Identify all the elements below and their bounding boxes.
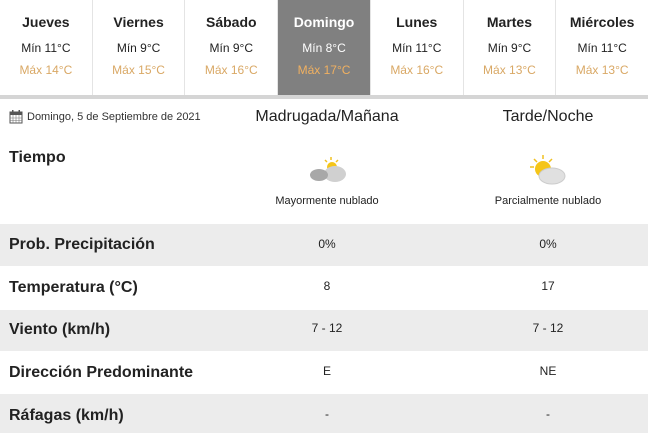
value-afternoon: - — [546, 407, 550, 421]
tab-sabado[interactable]: Sábado Mín 9°C Máx 16°C — [184, 0, 277, 95]
mostly-cloudy-icon — [310, 157, 346, 182]
day-name: Miércoles — [569, 14, 635, 30]
value-afternoon: NE — [539, 364, 557, 378]
tab-viernes[interactable]: Viernes Mín 9°C Máx 15°C — [91, 0, 185, 95]
day-name: Martes — [486, 14, 533, 30]
date-text: Domingo, 5 de Septiembre de 2021 — [27, 111, 201, 123]
day-name: Sábado — [206, 14, 257, 30]
row-temperature: Temperatura (°C) 8 17 — [0, 266, 648, 310]
row-label: Dirección Predominante — [9, 364, 194, 381]
divider — [0, 95, 648, 99]
row-label: Tiempo — [9, 149, 66, 166]
weather-text: Mayormente nublado — [275, 195, 379, 207]
min-temp: Mín 9°C — [116, 41, 161, 55]
min-temp: Mín 9°C — [209, 41, 254, 55]
tab-lunes[interactable]: Lunes Mín 11°C Máx 16°C — [369, 0, 463, 95]
partly-cloudy-icon — [530, 155, 566, 185]
row-label: Prob. Precipitación — [9, 236, 155, 253]
max-temp: Máx 15°C — [112, 63, 165, 77]
row-label: Ráfagas (km/h) — [9, 407, 124, 424]
min-temp: Mín 9°C — [487, 41, 532, 55]
weather-text: Parcialmente nublado — [494, 195, 602, 207]
max-temp: Máx 16°C — [390, 63, 444, 77]
tab-domingo[interactable]: Domingo Mín 8°C Máx 17°C — [277, 0, 370, 95]
max-temp: Máx 16°C — [204, 63, 258, 77]
row-wind: Viento (km/h) 7 - 12 7 - 12 — [0, 310, 648, 351]
max-temp: Máx 13°C — [483, 63, 536, 77]
min-temp: Mín 11°C — [21, 41, 71, 55]
weather-morning: Mayormente nublado — [217, 154, 437, 207]
calendar-icon — [9, 110, 23, 124]
value-morning: - — [325, 407, 329, 421]
weather-afternoon: Parcialmente nublado — [438, 154, 648, 207]
value-afternoon: 0% — [539, 237, 557, 251]
row-tiempo: Tiempo Mayormente nublado Parcialmente n… — [0, 140, 648, 224]
date-label: Domingo, 5 de Septiembre de 2021 — [9, 110, 201, 124]
day-name: Domingo — [293, 14, 355, 30]
column-header-afternoon: Tarde/Noche — [502, 108, 594, 125]
value-afternoon: 7 - 12 — [532, 321, 564, 335]
value-afternoon: 17 — [541, 279, 555, 293]
day-tabs: Jueves Mín 11°C Máx 14°C Viernes Mín 9°C Máx… — [0, 0, 648, 95]
min-temp: Mín 11°C — [577, 41, 627, 55]
tab-martes[interactable]: Martes Mín 9°C Máx 13°C — [462, 0, 556, 95]
max-temp: Máx 13°C — [575, 63, 629, 77]
row-direction: Dirección Predominante E NE — [0, 351, 648, 394]
value-morning: 7 - 12 — [311, 321, 343, 335]
row-gusts: Ráfagas (km/h) - - — [0, 394, 648, 433]
row-label: Viento (km/h) — [9, 321, 111, 338]
min-temp: Mín 11°C — [392, 41, 442, 55]
row-label: Temperatura (°C) — [9, 279, 138, 296]
row-precipitation: Prob. Precipitación 0% 0% — [0, 224, 648, 266]
day-name: Jueves — [22, 14, 70, 30]
tab-miercoles[interactable]: Miércoles Mín 11°C Máx 13°C — [555, 0, 648, 95]
column-header-morning: Madrugada/Mañana — [255, 108, 399, 125]
value-morning: E — [322, 364, 331, 378]
tab-jueves[interactable]: Jueves Mín 11°C Máx 14°C — [0, 0, 92, 95]
max-temp: Máx 14°C — [19, 63, 73, 77]
max-temp: Máx 17°C — [297, 63, 351, 77]
day-name: Viernes — [113, 14, 164, 30]
min-temp: Mín 8°C — [302, 41, 346, 55]
day-name: Lunes — [396, 14, 438, 30]
value-morning: 8 — [323, 279, 331, 293]
value-morning: 0% — [318, 237, 336, 251]
